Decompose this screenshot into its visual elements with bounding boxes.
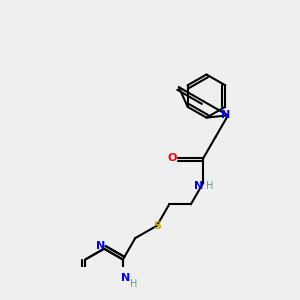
Text: N: N	[122, 273, 130, 283]
Text: N: N	[96, 241, 106, 251]
Text: N: N	[194, 181, 203, 191]
Text: H: H	[206, 181, 213, 191]
Text: O: O	[167, 153, 177, 163]
Text: H: H	[130, 279, 137, 289]
Text: S: S	[153, 221, 161, 231]
Text: N: N	[221, 110, 230, 120]
